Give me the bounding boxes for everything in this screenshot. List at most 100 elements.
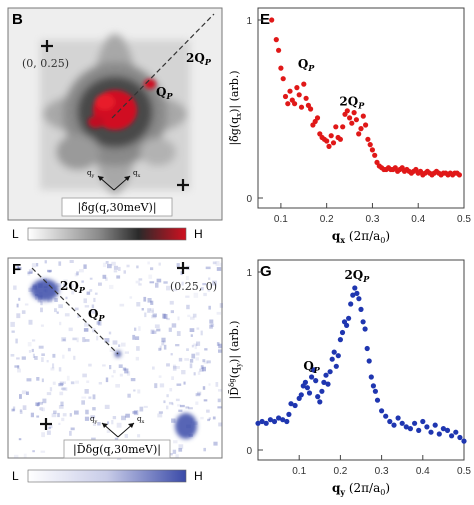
panel-f-speckle [105,277,108,281]
panel-f-speckle [49,387,53,392]
panel-f-speckle [35,402,40,406]
panel-f-speckle [178,448,183,452]
panel-f-speckle [134,327,137,331]
panel-f-speckle [58,261,62,266]
panel-f-speckle [188,407,193,410]
panel-f-speckle [109,365,112,370]
panel-f-speckle [107,421,110,425]
panel-f-speckle [203,292,207,297]
panel-f-speckle [59,321,62,326]
panel-f-speckle [96,335,99,341]
chart-e-point [276,47,282,53]
panel-f-speckle [16,265,20,271]
panel-f-speckle [156,278,162,283]
panel-f-speckle [69,430,72,436]
panel-f-speckle [135,356,139,361]
panel-f-speckle [17,365,20,369]
panel-f-speckle [118,344,121,347]
panel-f-speckle [118,266,121,271]
panel-f-speckle [162,313,166,319]
panel-f-speckle [178,357,183,362]
panel-b-qx-axis-label: qx [133,169,140,179]
panel-f-speckle [86,291,91,295]
panel-f-speckle [209,324,213,329]
chart-e-point [351,110,357,116]
panel-f-colorbar-low: L [12,469,19,483]
panel-f-speckle [185,275,189,280]
panel-f-speckle [158,347,162,351]
panel-f-noise-map [10,260,223,460]
panel-f-speckle [32,353,35,358]
panel-f-speckle [218,422,223,427]
panel-f-speckle [52,381,56,385]
panel-f-speckle [111,261,116,266]
panel-f-speckle [52,353,56,358]
panel-f-speckle [175,398,180,402]
panel-f-speckle [195,401,199,405]
panel-f-speckle [197,391,202,396]
panel-f-speckle [62,413,67,417]
panel-f-speckle [135,280,141,284]
panel-f-speckle [178,409,183,412]
panel-f-speckle [195,393,201,397]
panel-f-speckle [54,308,57,313]
panel-f-speckle [36,415,40,418]
chart-g-point [399,420,405,426]
panel-f-speckle [16,357,20,360]
panel-f-speckle [90,415,96,419]
chart-g-point [292,402,298,409]
chart-e-point [294,85,300,91]
panel-f-speckle [171,402,174,406]
panel-f-speckle [21,310,26,314]
panel-f-speckle [208,383,211,386]
chart-e-point [328,133,334,139]
panel-f-speckle [130,378,136,382]
chart-g-annotations: QP 2QP [303,268,370,375]
panel-f-speckle [129,296,133,299]
chart-g-annotation: QP [303,359,320,375]
panel-f-speckle [138,278,143,281]
panel-f-speckle [93,297,96,302]
panel-f-speckle [168,453,173,456]
panel-f-qx-axis-label: qx [137,415,144,425]
panel-f-speckle [195,357,199,361]
panel-f-speckle [76,271,79,276]
chart-g-point [315,394,321,400]
chart-e-xtick-label: 0.5 [457,214,471,225]
panel-f-speckle [31,348,34,353]
panel-f-speckle [206,409,210,413]
panel-f-speckle [118,364,123,368]
panel-f-speckle [94,292,98,295]
chart-e-point [280,76,286,82]
panel-f-speckle [88,363,92,367]
panel-f-speckle [64,313,70,317]
panel-f-speckle [173,440,178,444]
panel-f-speckle [111,420,114,425]
panel-f-speckle [108,331,112,335]
panel-f-speckle [56,311,59,314]
panel-f-speckle [212,280,217,286]
panel-f-speckle [202,366,206,372]
chart-g-point [267,417,273,423]
chart-g-point [444,427,451,433]
chart-g-point [339,329,346,336]
panel-f-speckle [71,284,74,288]
panel-f-speckle [70,427,75,431]
panel-f-speckle [154,383,158,389]
chart-e-point [330,140,337,146]
panel-f-speckle [218,349,222,353]
chart-e-annotation: 2QP [339,94,365,110]
chart-e-points [269,17,462,178]
panel-f-speckle [88,396,92,399]
panel-f-speckle [50,367,55,371]
panel-f-speckle [133,389,136,392]
panel-f-speckle [18,297,21,301]
chart-e-point [285,101,291,107]
panel-f-speckle [207,418,210,422]
panel-f-speckle [216,311,221,315]
panel-f-speckle [124,368,129,374]
panel-f-speckle [143,405,148,408]
panel-f-speckle [14,365,19,368]
panel-f-speckle [147,261,150,265]
panel-f-speckle [126,264,130,268]
